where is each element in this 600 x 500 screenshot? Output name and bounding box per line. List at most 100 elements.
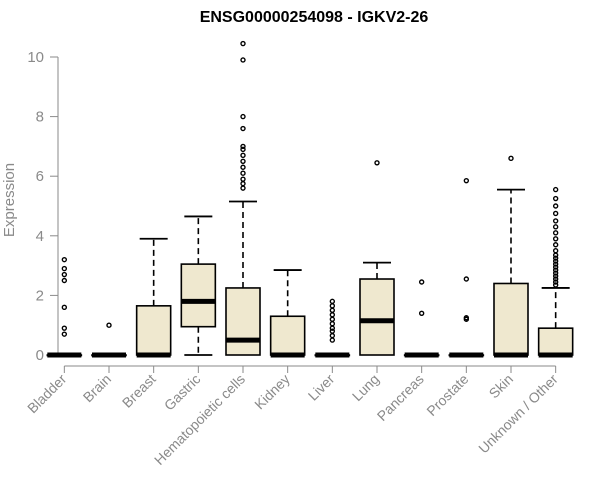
y-tick-label: 0 xyxy=(36,347,44,364)
outlier-point xyxy=(61,325,68,331)
box-group xyxy=(91,322,127,358)
outlier-point xyxy=(463,315,470,321)
outlier-point xyxy=(240,170,246,176)
outlier-point xyxy=(329,316,336,322)
outlier-point xyxy=(240,158,246,165)
box-group xyxy=(46,256,83,358)
outlier-point xyxy=(329,312,336,318)
box xyxy=(135,305,172,356)
outlier-point xyxy=(240,125,246,132)
outlier-point xyxy=(463,276,470,282)
y-axis-label: Expression xyxy=(1,163,18,237)
outlier-point xyxy=(61,304,68,311)
outlier-point xyxy=(374,160,380,166)
x-tick-label: Skin xyxy=(486,371,517,402)
outlier-point xyxy=(508,155,514,162)
outlier-point xyxy=(552,247,559,254)
box xyxy=(225,287,261,356)
box xyxy=(359,278,395,356)
outlier-point xyxy=(552,273,559,279)
outlier-point xyxy=(240,40,246,47)
outlier-point xyxy=(552,203,559,209)
outlier-point xyxy=(329,337,336,343)
y-tick-label: 6 xyxy=(36,168,44,185)
outlier-point xyxy=(61,256,68,263)
box xyxy=(493,282,529,356)
outlier-point xyxy=(552,276,559,282)
box-group xyxy=(359,160,395,356)
outlier-point xyxy=(240,143,246,150)
box-group xyxy=(225,40,261,356)
outlier-point xyxy=(329,321,336,327)
outlier-point xyxy=(329,332,336,339)
outlier-point xyxy=(552,264,559,270)
x-tick-label: Bladder xyxy=(24,371,70,417)
outlier-point xyxy=(552,236,559,242)
outlier-point xyxy=(61,271,68,278)
box-group xyxy=(448,177,485,358)
box xyxy=(180,263,217,328)
outlier-point xyxy=(552,186,559,193)
box-group xyxy=(537,186,574,358)
box xyxy=(269,315,306,356)
outlier-point xyxy=(552,230,559,236)
outlier-point xyxy=(552,218,559,224)
outlier-point xyxy=(240,146,246,153)
outlier-point xyxy=(240,113,246,120)
y-tick-label: 8 xyxy=(36,109,44,126)
outlier-point xyxy=(240,185,246,191)
outlier-point xyxy=(240,176,246,182)
outlier-point xyxy=(240,180,246,187)
x-tick-label: Gastric xyxy=(161,371,204,414)
box xyxy=(537,327,574,356)
box-group xyxy=(403,279,440,358)
outlier-point xyxy=(552,210,559,217)
outlier-point xyxy=(240,164,246,170)
outlier-point xyxy=(552,261,559,267)
outlier-point xyxy=(418,310,425,316)
outlier-point xyxy=(552,270,559,276)
outlier-point xyxy=(329,298,336,305)
outlier-point xyxy=(552,279,559,285)
outlier-point xyxy=(552,282,559,288)
outlier-point xyxy=(463,177,470,184)
outlier-point xyxy=(552,242,559,248)
outlier-point xyxy=(418,279,425,285)
x-tick-label: Prostate xyxy=(423,371,471,419)
y-tick-label: 2 xyxy=(36,287,44,304)
box-group xyxy=(135,237,172,358)
outlier-point xyxy=(552,267,559,273)
outlier-point xyxy=(329,328,336,334)
x-tick-label: Lung xyxy=(349,371,382,404)
outlier-point xyxy=(106,322,112,328)
x-tick-label: Breast xyxy=(119,371,159,411)
box-group xyxy=(493,155,529,358)
outlier-point xyxy=(329,303,336,309)
y-tick-label: 10 xyxy=(27,49,44,66)
box-group xyxy=(180,215,217,356)
chart-title: ENSG00000254098 - IGKV2-26 xyxy=(200,9,429,26)
outlier-point xyxy=(552,252,559,258)
x-tick-label: Unknown / Other xyxy=(475,371,561,457)
outlier-point xyxy=(552,258,559,264)
y-axis: 0 2 4 6 8 10 xyxy=(27,49,59,364)
outlier-point xyxy=(61,277,68,284)
outlier-point xyxy=(240,57,246,63)
boxes-group xyxy=(46,40,574,358)
outlier-point xyxy=(61,331,68,337)
y-tick-label: 4 xyxy=(36,228,44,245)
box-group xyxy=(269,269,306,358)
x-tick-label: Brain xyxy=(80,371,114,405)
x-tick-label: Liver xyxy=(305,371,338,404)
outlier-point xyxy=(240,152,246,159)
outlier-point xyxy=(329,325,336,331)
outlier-point xyxy=(329,307,336,313)
box-group xyxy=(314,298,351,358)
outlier-point xyxy=(552,195,559,202)
outlier-point xyxy=(552,224,559,230)
x-tick-label: Pancreas xyxy=(374,371,427,424)
outlier-point xyxy=(61,265,68,272)
